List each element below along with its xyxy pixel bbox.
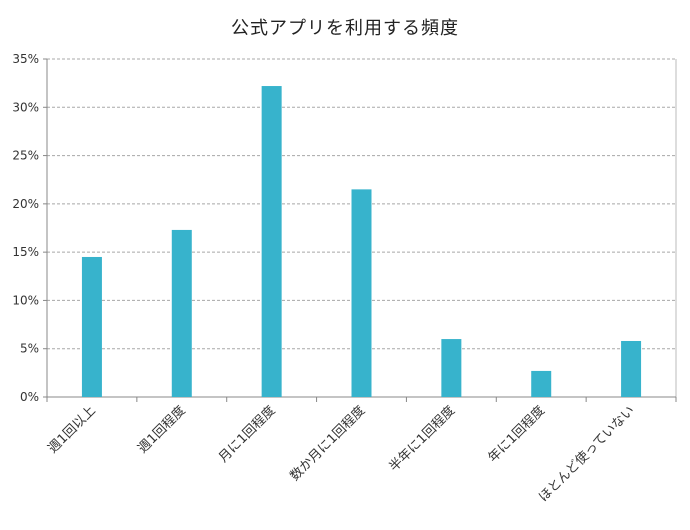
x-category-label: 月に1回程度 — [215, 403, 278, 466]
x-category-label: 数か月に1回程度 — [287, 403, 369, 485]
y-tick-label: 10% — [12, 293, 39, 307]
x-category-label: 週1回以上 — [46, 403, 99, 456]
bar — [441, 339, 462, 397]
y-tick-label: 25% — [12, 149, 39, 163]
y-tick-label: 0% — [20, 390, 39, 404]
x-category-label: 週1回程度 — [135, 403, 189, 457]
x-category-label: 年に1回程度 — [485, 403, 548, 466]
chart-title: 公式アプリを利用する頻度 — [231, 18, 459, 39]
labels: 0% 5% 10% 15% 20% 25% 30% 35% 週1回以上 週1回程度 月に1回程度 数か… — [12, 52, 638, 505]
bar — [171, 229, 192, 397]
bar — [621, 340, 642, 397]
bar — [261, 86, 282, 397]
y-tick-label: 15% — [12, 245, 39, 259]
y-tick-label: 20% — [12, 197, 39, 211]
y-tick-label: 5% — [20, 342, 39, 356]
x-category-label: ほとんど使っていない — [535, 403, 638, 506]
y-tick-label: 30% — [12, 100, 39, 114]
bars — [81, 86, 642, 397]
bar — [81, 256, 102, 397]
bar — [531, 370, 552, 397]
y-tick-label: 35% — [12, 52, 39, 66]
x-category-label: 半年に1回程度 — [386, 403, 458, 475]
bar — [351, 189, 372, 397]
